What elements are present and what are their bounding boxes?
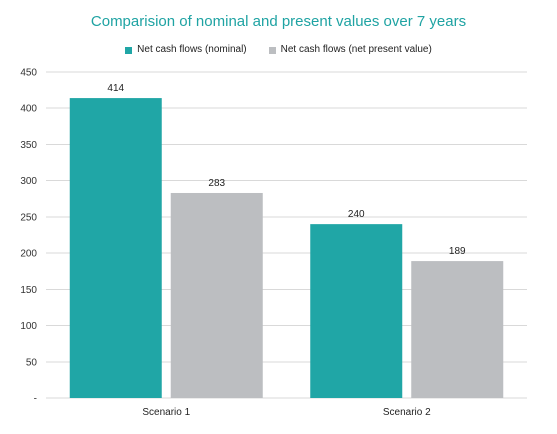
y-tick-label: 50 (26, 357, 38, 368)
y-tick-label: 400 (20, 104, 37, 115)
y-tick-label: 200 (20, 249, 37, 260)
bar-nominal (69, 98, 162, 398)
legend-label-nominal: Net cash flows (nominal) (137, 44, 247, 55)
y-tick-label: 100 (20, 321, 37, 332)
legend-item-npv: Net cash flows (net present value) (268, 43, 432, 57)
bar-npv (411, 261, 504, 398)
legend-item-nominal: Net cash flows (nominal) (125, 43, 247, 57)
y-tick-label: 450 (20, 68, 37, 79)
data-label: 283 (208, 178, 225, 189)
y-tick-label: 250 (20, 212, 37, 223)
y-tick-label: 300 (20, 176, 37, 187)
bar-nominal (310, 224, 403, 398)
legend: Net cash flows (nominal) Net cash flows … (0, 43, 557, 57)
y-tick-label: 350 (20, 140, 37, 151)
x-category-label: Scenario 1 (142, 407, 190, 418)
data-label: 414 (107, 83, 124, 94)
chart-title: Comparision of nominal and present value… (90, 13, 467, 30)
data-label: 240 (348, 209, 365, 220)
bar-npv (170, 192, 263, 398)
legend-label-npv: Net cash flows (net present value) (280, 44, 432, 55)
y-tick-label: 150 (20, 285, 37, 296)
data-label: 189 (449, 246, 466, 257)
legend-swatch-nominal (125, 46, 133, 54)
y-tick-label: - (34, 394, 37, 405)
x-category-label: Scenario 2 (383, 407, 431, 418)
legend-swatch-npv (268, 46, 276, 54)
